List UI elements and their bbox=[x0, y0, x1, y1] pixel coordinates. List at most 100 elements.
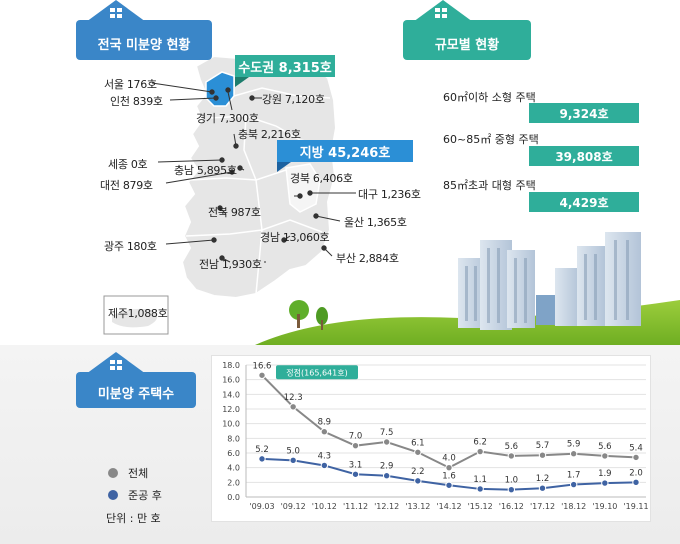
y-tick-label: 12.0 bbox=[222, 405, 240, 414]
data-point bbox=[601, 452, 609, 460]
national-heading-shape bbox=[76, 0, 212, 60]
y-tick-label: 0.0 bbox=[227, 493, 240, 502]
data-point bbox=[289, 456, 297, 465]
data-point bbox=[569, 450, 578, 458]
size-medium-label: 60~85㎡ 중형 주택 bbox=[443, 133, 539, 146]
region-gyeonggi: 경기 7,300호 bbox=[196, 112, 259, 125]
x-tick-label: '14.12 bbox=[436, 502, 461, 511]
x-tick-label: '19.10 bbox=[592, 502, 617, 511]
y-tick-label: 18.0 bbox=[222, 361, 240, 370]
x-tick-label: '17.12 bbox=[530, 502, 555, 511]
data-label: 1.0 bbox=[505, 476, 519, 486]
unit-label: 단위 : 만 호 bbox=[106, 512, 161, 525]
data-point bbox=[632, 478, 640, 487]
data-label: 5.7 bbox=[536, 441, 550, 451]
legend-total-marker bbox=[108, 468, 118, 478]
data-point bbox=[507, 452, 516, 460]
region-incheon: 인천 839호 bbox=[110, 95, 163, 108]
capital-banner-shape bbox=[235, 55, 335, 87]
region-gangwon: 강원 7,120호 bbox=[262, 93, 325, 106]
region-seoul: 서울 176호 bbox=[104, 78, 157, 91]
data-label: 8.9 bbox=[318, 418, 332, 428]
data-point bbox=[414, 448, 422, 456]
region-jeju: 제주1,088호 bbox=[108, 307, 168, 320]
x-tick-label: '10.12 bbox=[312, 502, 337, 511]
region-daegu: 대구 1,236호 bbox=[358, 188, 421, 201]
data-label: 5.2 bbox=[255, 445, 269, 455]
size-heading-shape bbox=[403, 0, 531, 60]
region-ulsan: 울산 1,365호 bbox=[344, 216, 407, 229]
peak-annotation: 정점(165,641호) bbox=[286, 367, 347, 377]
legend-total: 전체 bbox=[108, 465, 148, 481]
data-point bbox=[320, 428, 329, 436]
national-heading: 전국 미분양 현황 bbox=[97, 37, 191, 53]
data-point bbox=[289, 403, 297, 411]
capital-banner: 수도권 8,315호 bbox=[238, 60, 332, 76]
legend-completed-label: 준공 후 bbox=[128, 489, 162, 502]
data-label: 16.6 bbox=[253, 361, 272, 371]
data-point bbox=[258, 371, 266, 379]
data-label: 5.6 bbox=[505, 442, 519, 452]
data-point bbox=[382, 472, 391, 480]
data-point bbox=[351, 441, 360, 450]
legend-total-label: 전체 bbox=[128, 467, 149, 480]
data-point bbox=[507, 485, 516, 494]
provincial-banner-shape bbox=[277, 140, 413, 172]
x-tick-label: '16.12 bbox=[499, 502, 524, 511]
provincial-banner: 지방 45,246호 bbox=[299, 145, 391, 161]
data-point bbox=[445, 463, 453, 472]
data-label: 4.0 bbox=[442, 454, 456, 464]
x-tick-label: '18.12 bbox=[561, 502, 586, 511]
size-large-label: 85㎡초과 대형 주택 bbox=[443, 179, 536, 192]
y-tick-label: 6.0 bbox=[227, 449, 240, 458]
legend-completed-marker bbox=[108, 490, 118, 500]
data-point bbox=[569, 480, 578, 489]
region-chungnam: 충남 5,895호 bbox=[174, 164, 237, 177]
data-label: 5.9 bbox=[567, 440, 581, 450]
region-gwangju: 광주 180호 bbox=[104, 240, 157, 253]
korea-map bbox=[103, 54, 356, 335]
region-gyeongnam: 경남 13,060호 bbox=[260, 231, 330, 244]
region-jeonbuk: 전북 987호 bbox=[208, 206, 261, 219]
data-label: 2.0 bbox=[629, 468, 643, 478]
size-small-label: 60㎡이하 소형 주택 bbox=[443, 91, 536, 104]
data-label: 2.2 bbox=[411, 467, 425, 477]
data-point bbox=[258, 455, 266, 463]
data-label: 1.7 bbox=[567, 471, 581, 481]
x-tick-label: '12.12 bbox=[374, 502, 399, 511]
region-gyeongbuk: 경북 6,406호 bbox=[290, 172, 353, 185]
data-point bbox=[601, 479, 609, 487]
data-label: 1.6 bbox=[442, 471, 456, 481]
trend-heading: 미분양 주택수 bbox=[97, 386, 175, 402]
data-point bbox=[476, 447, 484, 456]
data-label: 7.5 bbox=[380, 428, 394, 438]
data-label: 5.6 bbox=[598, 442, 612, 452]
region-jeonnam: 전남 1,930호 bbox=[199, 258, 262, 271]
data-label: 2.9 bbox=[380, 462, 394, 472]
x-tick-label: '19.11 bbox=[623, 502, 648, 511]
x-tick-label: '13.12 bbox=[405, 502, 430, 511]
data-point bbox=[538, 484, 547, 492]
data-point bbox=[632, 453, 640, 462]
peak-annotation-box bbox=[276, 365, 358, 380]
size-small-value: 9,324호 bbox=[529, 103, 639, 123]
trend-heading-shape bbox=[76, 352, 196, 408]
region-chungbuk: 충북 2,216호 bbox=[238, 128, 301, 141]
region-daejeon: 대전 879호 bbox=[100, 179, 153, 192]
data-label: 1.2 bbox=[536, 474, 550, 484]
data-label: 1.9 bbox=[598, 469, 612, 479]
data-label: 1.1 bbox=[473, 475, 487, 485]
data-label: 6.2 bbox=[473, 438, 487, 448]
region-sejong: 세종 0호 bbox=[108, 158, 148, 171]
y-tick-label: 2.0 bbox=[227, 478, 240, 487]
data-point bbox=[538, 451, 547, 459]
data-point bbox=[445, 481, 453, 489]
data-label: 5.0 bbox=[286, 446, 300, 456]
data-point bbox=[414, 477, 422, 485]
map-daegu-region bbox=[285, 163, 321, 213]
x-tick-label: '11.12 bbox=[343, 502, 368, 511]
size-medium-value: 39,808호 bbox=[529, 146, 639, 166]
data-label: 6.1 bbox=[411, 438, 425, 448]
data-point bbox=[382, 438, 391, 446]
